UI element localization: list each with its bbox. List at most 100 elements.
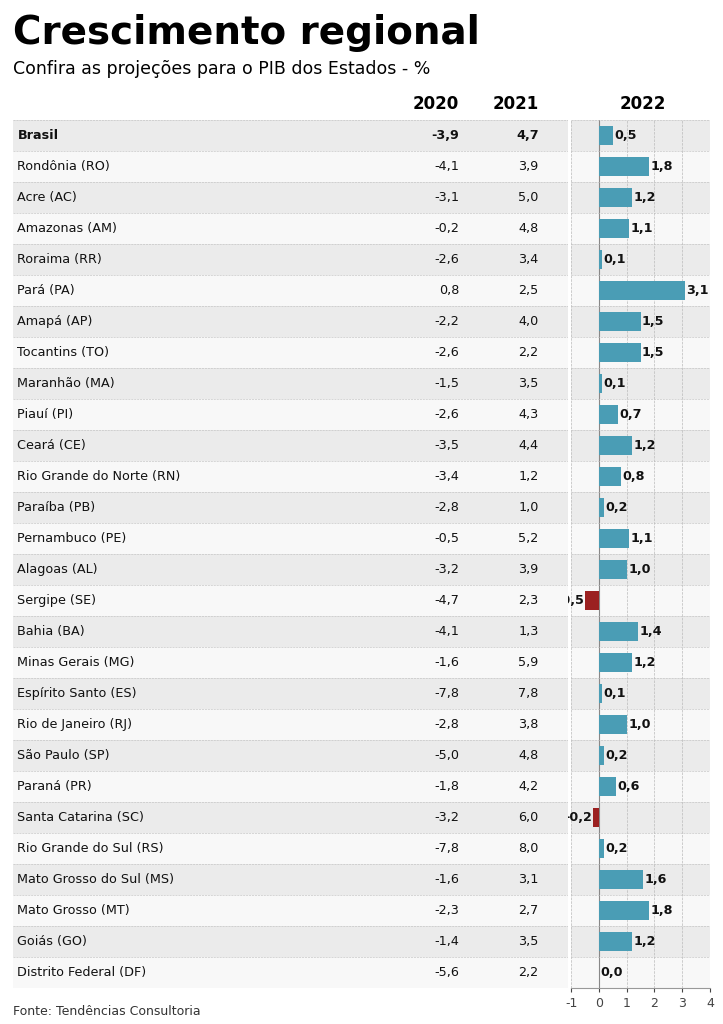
Bar — [13, 740, 568, 771]
Bar — [13, 430, 568, 461]
Bar — [571, 616, 710, 647]
Text: -1,6: -1,6 — [435, 873, 459, 886]
Bar — [571, 554, 710, 585]
Text: Rio Grande do Norte (RN): Rio Grande do Norte (RN) — [17, 470, 181, 483]
Bar — [585, 591, 599, 610]
Bar — [599, 498, 604, 517]
Bar — [599, 404, 618, 424]
Text: Maranhão (MA): Maranhão (MA) — [17, 377, 115, 390]
Text: -1,8: -1,8 — [434, 780, 459, 793]
Bar — [571, 895, 710, 926]
Text: -3,2: -3,2 — [435, 811, 459, 824]
Text: 0,1: 0,1 — [603, 253, 625, 266]
Text: 4,8: 4,8 — [518, 749, 539, 762]
Text: Confira as projeções para o PIB dos Estados - %: Confira as projeções para o PIB dos Esta… — [13, 60, 430, 78]
Text: 0,5: 0,5 — [615, 129, 637, 142]
Text: Mato Grosso (MT): Mato Grosso (MT) — [17, 904, 130, 918]
Text: 3,9: 3,9 — [518, 160, 539, 173]
Text: Santa Catarina (SC): Santa Catarina (SC) — [17, 811, 145, 824]
Text: 3,8: 3,8 — [518, 718, 539, 731]
Text: 1,1: 1,1 — [631, 532, 654, 545]
Bar — [599, 343, 641, 362]
Bar — [571, 306, 710, 337]
Text: 3,5: 3,5 — [518, 935, 539, 948]
Bar — [13, 275, 568, 306]
Text: 4,2: 4,2 — [518, 780, 539, 793]
Text: 6,0: 6,0 — [518, 811, 539, 824]
Bar — [13, 461, 568, 492]
Text: -3,4: -3,4 — [435, 470, 459, 483]
Text: Sergipe (SE): Sergipe (SE) — [17, 594, 96, 607]
Text: Mato Grosso do Sul (MS): Mato Grosso do Sul (MS) — [17, 873, 174, 886]
Bar — [599, 870, 643, 889]
Bar — [599, 281, 685, 300]
Text: 0,8: 0,8 — [439, 284, 459, 297]
Text: Brasil: Brasil — [17, 129, 59, 142]
Bar — [13, 244, 568, 275]
Text: 4,3: 4,3 — [518, 408, 539, 421]
Bar — [13, 554, 568, 585]
Text: -2,6: -2,6 — [435, 346, 459, 359]
Text: 1,8: 1,8 — [650, 160, 673, 173]
Bar — [13, 709, 568, 740]
Bar — [13, 368, 568, 399]
Bar — [13, 833, 568, 864]
Bar — [13, 616, 568, 647]
Text: -0,5: -0,5 — [434, 532, 459, 545]
Text: Amazonas (AM): Amazonas (AM) — [17, 222, 117, 234]
Bar — [13, 337, 568, 368]
Text: 1,5: 1,5 — [642, 346, 664, 359]
Text: 1,2: 1,2 — [518, 470, 539, 483]
Text: 3,9: 3,9 — [518, 563, 539, 575]
Text: -2,2: -2,2 — [435, 315, 459, 328]
Bar — [13, 182, 568, 213]
Bar — [13, 926, 568, 957]
Text: Fonte: Tendências Consultoria: Fonte: Tendências Consultoria — [13, 1005, 201, 1018]
Text: 0,6: 0,6 — [617, 780, 639, 793]
Bar — [571, 926, 710, 957]
Bar — [599, 157, 649, 176]
Text: 2,5: 2,5 — [518, 284, 539, 297]
Text: 3,4: 3,4 — [518, 253, 539, 266]
Bar — [571, 461, 710, 492]
Bar — [571, 771, 710, 802]
Bar — [599, 467, 621, 486]
Bar — [13, 151, 568, 182]
Bar — [13, 306, 568, 337]
Bar — [599, 560, 627, 580]
Bar — [599, 932, 632, 951]
Text: -1,4: -1,4 — [435, 935, 459, 948]
Bar — [599, 684, 602, 703]
Text: Roraima (RR): Roraima (RR) — [17, 253, 102, 266]
Bar — [571, 151, 710, 182]
Bar — [13, 647, 568, 678]
Text: Crescimento regional: Crescimento regional — [13, 14, 480, 52]
Text: 3,1: 3,1 — [518, 873, 539, 886]
Text: -0,5: -0,5 — [556, 594, 583, 607]
Text: Amapá (AP): Amapá (AP) — [17, 315, 93, 328]
Text: 1,2: 1,2 — [633, 439, 656, 452]
Bar — [599, 901, 649, 921]
Bar — [599, 622, 638, 641]
Text: -3,1: -3,1 — [434, 191, 459, 204]
Text: 2020: 2020 — [413, 95, 459, 113]
Text: 5,0: 5,0 — [518, 191, 539, 204]
Text: -2,8: -2,8 — [435, 718, 459, 731]
Text: -4,1: -4,1 — [435, 160, 459, 173]
Text: 4,4: 4,4 — [518, 439, 539, 452]
Bar — [599, 374, 602, 393]
Text: 4,7: 4,7 — [516, 129, 539, 142]
Text: 0,0: 0,0 — [600, 966, 623, 979]
Text: 5,2: 5,2 — [518, 532, 539, 545]
Text: Pernambuco (PE): Pernambuco (PE) — [17, 532, 127, 545]
Bar — [571, 802, 710, 833]
Text: -7,8: -7,8 — [434, 842, 459, 855]
Text: Paraíba (PB): Paraíba (PB) — [17, 501, 95, 514]
Bar — [571, 709, 710, 740]
Bar — [571, 585, 710, 616]
Text: 0,2: 0,2 — [606, 749, 628, 762]
Text: 1,4: 1,4 — [639, 625, 662, 638]
Text: 2,2: 2,2 — [518, 346, 539, 359]
Text: 1,0: 1,0 — [628, 563, 651, 575]
Text: 1,2: 1,2 — [633, 935, 656, 948]
